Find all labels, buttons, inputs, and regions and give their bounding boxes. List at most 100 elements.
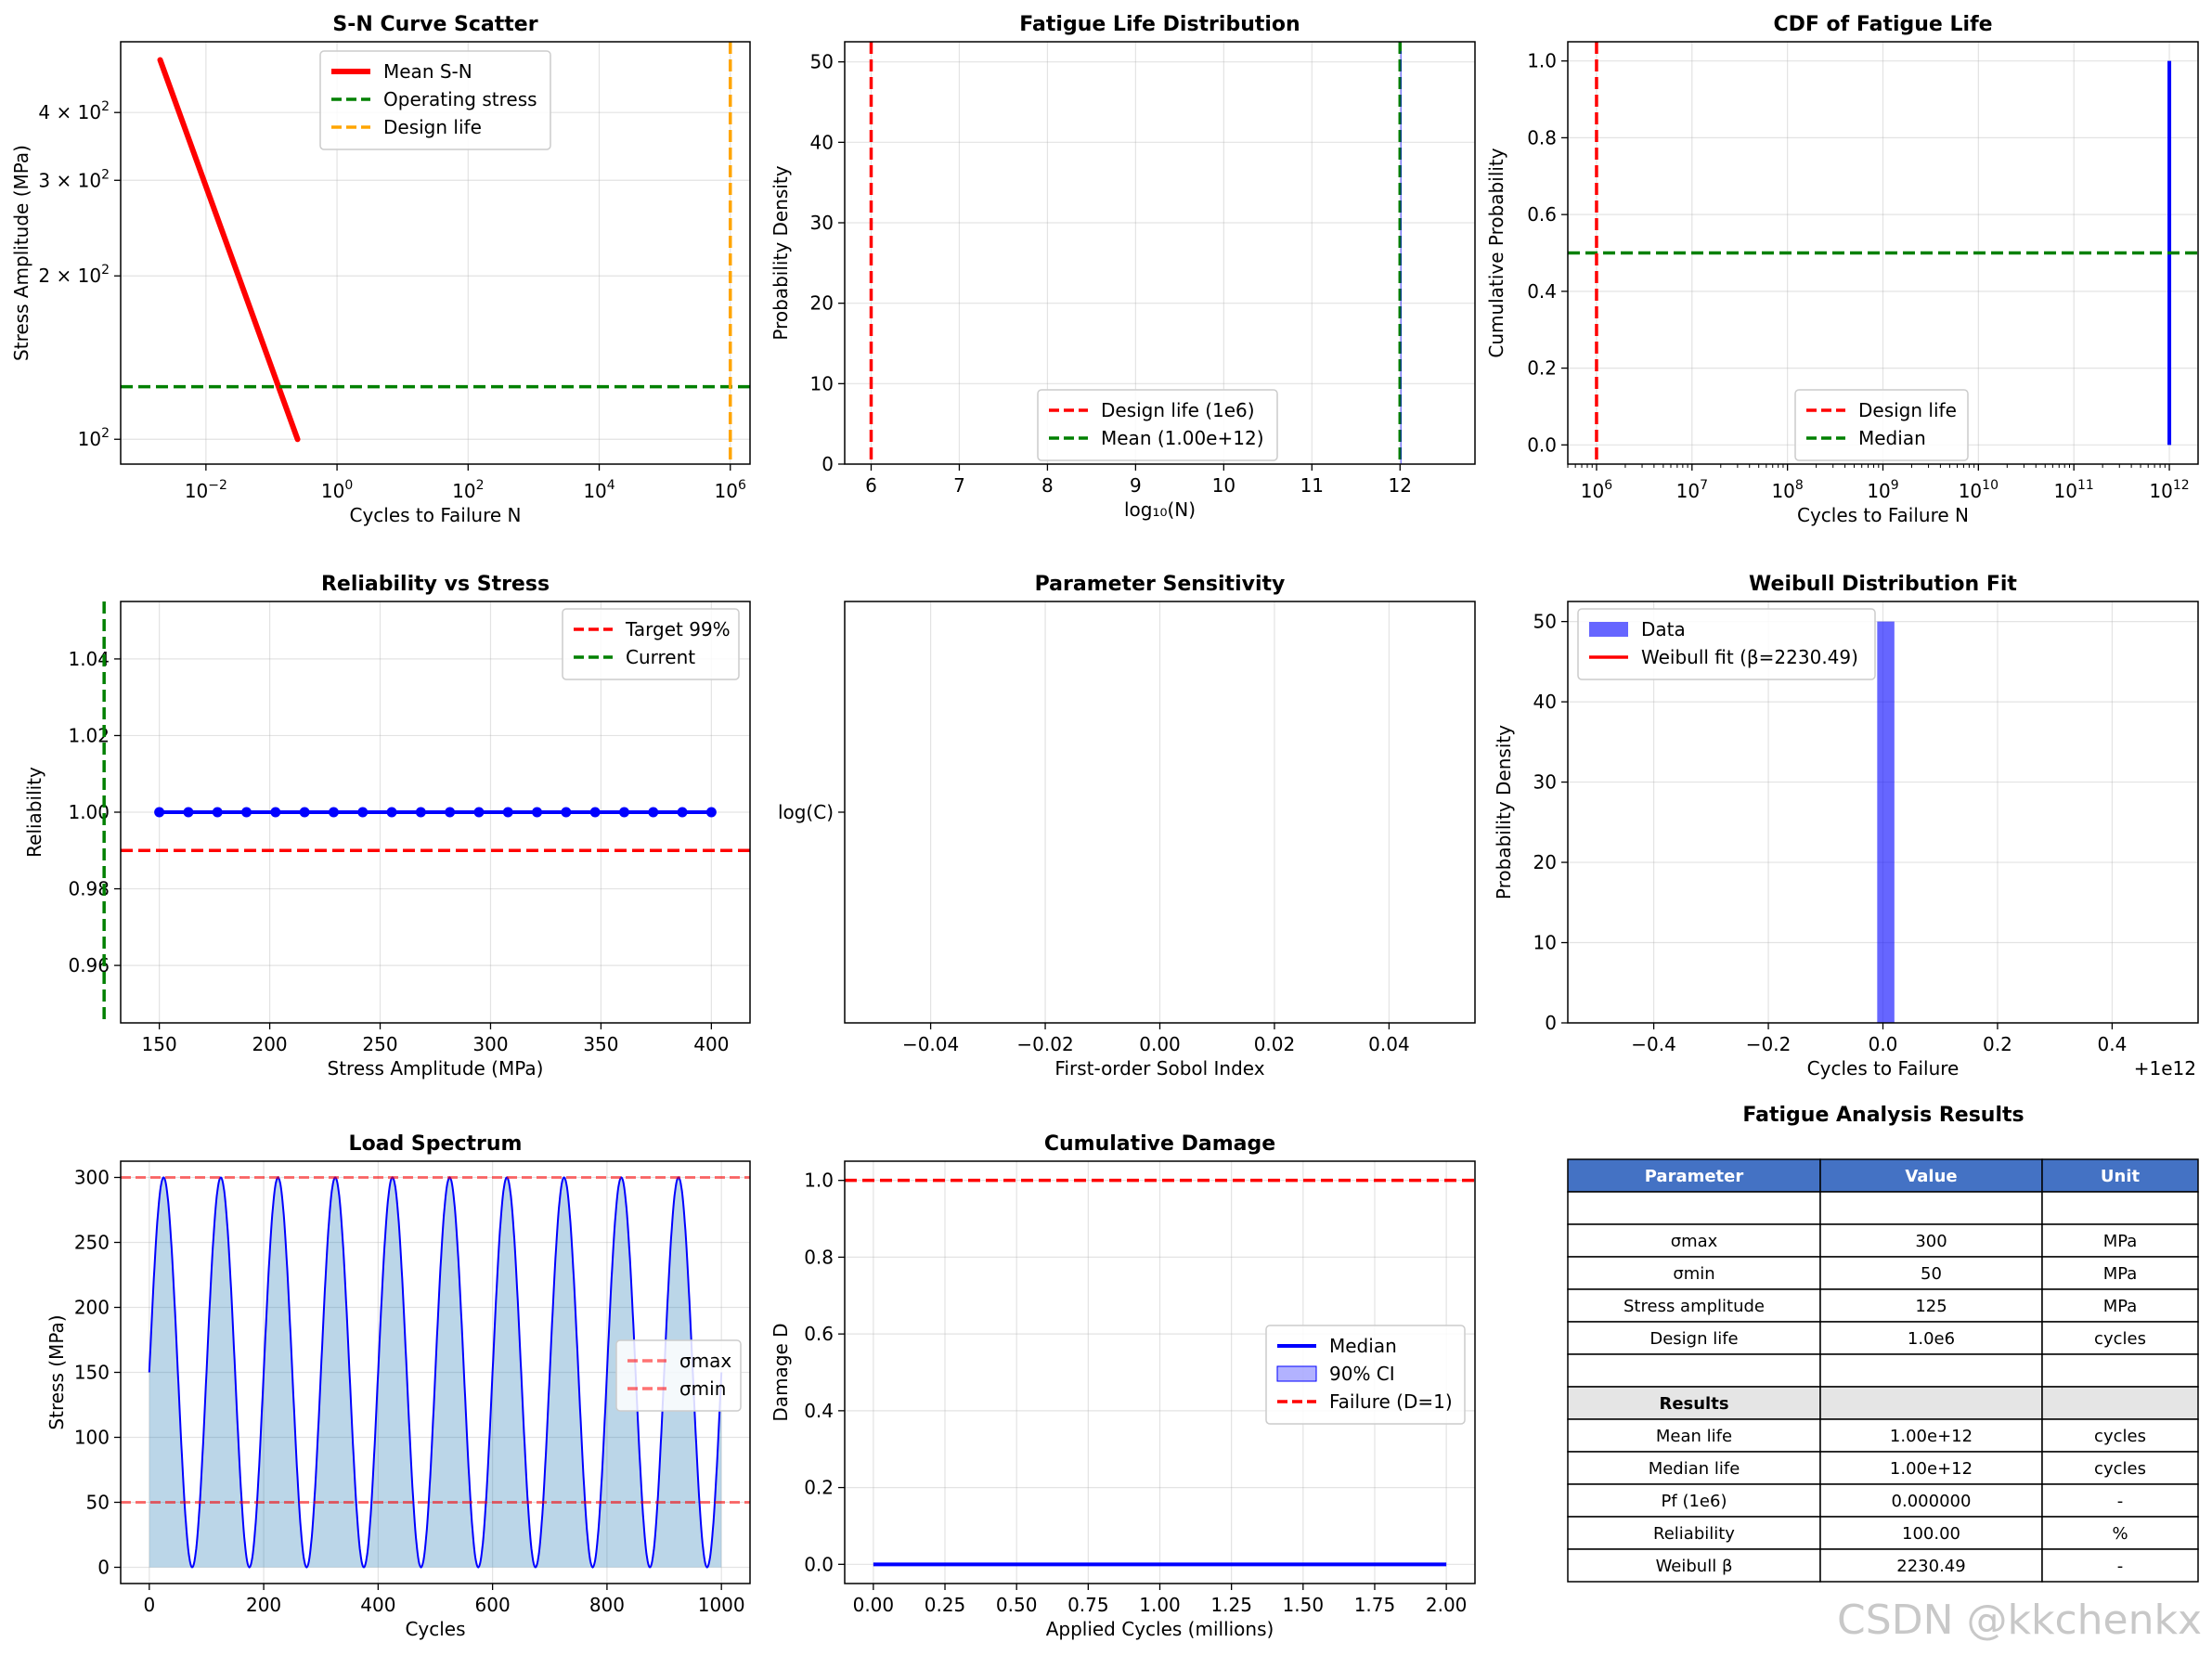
x-tick-label-base: 10 bbox=[583, 480, 606, 502]
chart-title: Weibull Distribution Fit bbox=[1749, 573, 2017, 596]
chart-title: Cumulative Damage bbox=[1044, 1132, 1275, 1156]
table-cell bbox=[1567, 1548, 1821, 1583]
table-header-cell bbox=[2041, 1158, 2199, 1193]
x-tick-label: 300 bbox=[472, 1033, 508, 1055]
table-cell bbox=[1567, 1223, 1821, 1258]
table-cell bbox=[1819, 1386, 2043, 1420]
y-tick-label: 300 bbox=[74, 1167, 110, 1189]
y-tick-label: 30 bbox=[1533, 771, 1557, 794]
x-tick-label: 200 bbox=[246, 1594, 281, 1616]
x-tick-label: 0.0 bbox=[1869, 1033, 1898, 1055]
x-tick-label-base: 10 bbox=[185, 480, 208, 502]
x-tick-label: 0 bbox=[143, 1594, 155, 1616]
x-tick-label: 1.75 bbox=[1354, 1594, 1396, 1616]
x-tick-label-base: 10 bbox=[321, 480, 344, 502]
y-tick-label: 50 bbox=[810, 51, 834, 73]
table-cell bbox=[2041, 1548, 2199, 1583]
x-tick-label: 400 bbox=[360, 1594, 395, 1616]
table-cell-text: - bbox=[2117, 1557, 2124, 1576]
reliability-point bbox=[648, 807, 659, 818]
x-tick-label: 250 bbox=[362, 1033, 397, 1055]
x-tick-label-exp: 2 bbox=[476, 478, 485, 493]
x-tick-label: 107 bbox=[1676, 478, 1708, 502]
x-tick-label: 0.25 bbox=[925, 1594, 966, 1616]
histogram-bar bbox=[1877, 621, 1895, 1023]
x-tick-label-exp: 0 bbox=[344, 478, 353, 493]
legend-entry: Design life bbox=[383, 116, 482, 138]
x-tick-label-base: 10 bbox=[2054, 480, 2077, 502]
legend-entry: 90% CI bbox=[1329, 1363, 1395, 1385]
table-cell bbox=[2041, 1288, 2199, 1323]
x-tick-label-base: 10 bbox=[715, 480, 738, 502]
legend-box bbox=[1265, 1325, 1466, 1425]
table-cell bbox=[2041, 1256, 2199, 1290]
chart-title: Reliability vs Stress bbox=[321, 573, 550, 596]
x-tick-label: 6 bbox=[865, 474, 877, 497]
table-cell bbox=[1567, 1353, 1821, 1388]
x-tick-label: 400 bbox=[693, 1033, 729, 1055]
chart-title: S-N Curve Scatter bbox=[332, 13, 537, 36]
y-axis-label: Stress (MPa) bbox=[45, 1314, 68, 1429]
x-tick-label-exp: 4 bbox=[607, 478, 615, 493]
table-cell bbox=[2041, 1483, 2199, 1518]
axes-frame bbox=[844, 41, 1476, 465]
x-tick-label: 0.2 bbox=[1983, 1033, 2012, 1055]
y-tick-label-base: 3 × 10 bbox=[38, 169, 101, 191]
y-tick-label-base: 10 bbox=[78, 428, 101, 450]
x-tick-label: 150 bbox=[142, 1033, 177, 1055]
x-tick-label-exp: 7 bbox=[1700, 478, 1708, 493]
table-cell-text: Median life bbox=[1649, 1459, 1740, 1479]
axes-frame bbox=[120, 601, 751, 1024]
reliability-point bbox=[445, 807, 456, 818]
x-tick-label-exp: 6 bbox=[1604, 478, 1612, 493]
reliability-point bbox=[154, 807, 165, 818]
x-tick-label: 600 bbox=[475, 1594, 511, 1616]
dmg-chart: 0.00 0.25 0.50 0.75 1.00 1.25 1.50 1.75 2.00 0.0 0… bbox=[770, 1132, 1476, 1640]
y-tick-label: 102 bbox=[78, 426, 110, 450]
reliability-point bbox=[561, 807, 572, 818]
reliability-point bbox=[502, 807, 513, 818]
legend-box bbox=[1794, 389, 1969, 461]
reliability-point bbox=[415, 807, 426, 818]
x-axis-label: Cycles to Failure N bbox=[350, 504, 522, 526]
legend-box bbox=[562, 608, 740, 680]
x-tick-label: 200 bbox=[252, 1033, 287, 1055]
y-tick-label: 0.6 bbox=[1527, 203, 1557, 226]
y-tick-label: 0.6 bbox=[804, 1323, 834, 1345]
x-axis-label: Cycles to Failure bbox=[1807, 1057, 1960, 1080]
table-cell-text: 1.00e+12 bbox=[1890, 1459, 1973, 1479]
x-tick-label: 1000 bbox=[698, 1594, 745, 1616]
legend-box bbox=[615, 1339, 742, 1412]
legend-entry: Operating stress bbox=[383, 88, 537, 110]
x-tick-label: 106 bbox=[1581, 478, 1612, 502]
table-cell bbox=[2041, 1321, 2199, 1355]
x-tick-label: 0.4 bbox=[2098, 1033, 2128, 1055]
x-tick-label: 0.00 bbox=[1139, 1033, 1181, 1055]
table-cell-text: MPa bbox=[2103, 1264, 2138, 1284]
axes-frame bbox=[844, 601, 1476, 1024]
table-cell-text: Results bbox=[1659, 1394, 1728, 1414]
y-tick-label-base: 4 × 10 bbox=[38, 101, 101, 123]
y-tick-label: 0.2 bbox=[1527, 357, 1557, 380]
reliability-point bbox=[212, 807, 223, 818]
table-cell-text: Weibull β bbox=[1656, 1557, 1733, 1576]
table-cell bbox=[1567, 1191, 1821, 1225]
table-cell-text: 0.000000 bbox=[1892, 1492, 1972, 1511]
axes-frame bbox=[1567, 601, 2199, 1024]
legend-box bbox=[1037, 389, 1278, 461]
x-tick-label: 7 bbox=[953, 474, 965, 497]
reliability-point bbox=[183, 807, 194, 818]
y-axis-label: Probability Density bbox=[1493, 725, 1515, 899]
table-cell-text: 300 bbox=[1915, 1232, 1947, 1251]
pdf-chart: 6 7 8 9 10 11 12 0 10 20 30 40 50 Fatigue Life Distri… bbox=[770, 13, 1476, 521]
y-tick-label: 10 bbox=[1533, 932, 1557, 954]
legend-entry: Target 99% bbox=[625, 618, 731, 640]
table-cell-text: % bbox=[2112, 1524, 2128, 1544]
legend-entry: Weibull fit (β=2230.49) bbox=[1641, 646, 1858, 668]
x-axis-label: Applied Cycles (millions) bbox=[1046, 1618, 1274, 1640]
x-tick-label-base: 10 bbox=[452, 480, 475, 502]
x-tick-label: 8 bbox=[1041, 474, 1054, 497]
reliability-point bbox=[677, 807, 688, 818]
y-tick-label: 30 bbox=[810, 212, 834, 234]
